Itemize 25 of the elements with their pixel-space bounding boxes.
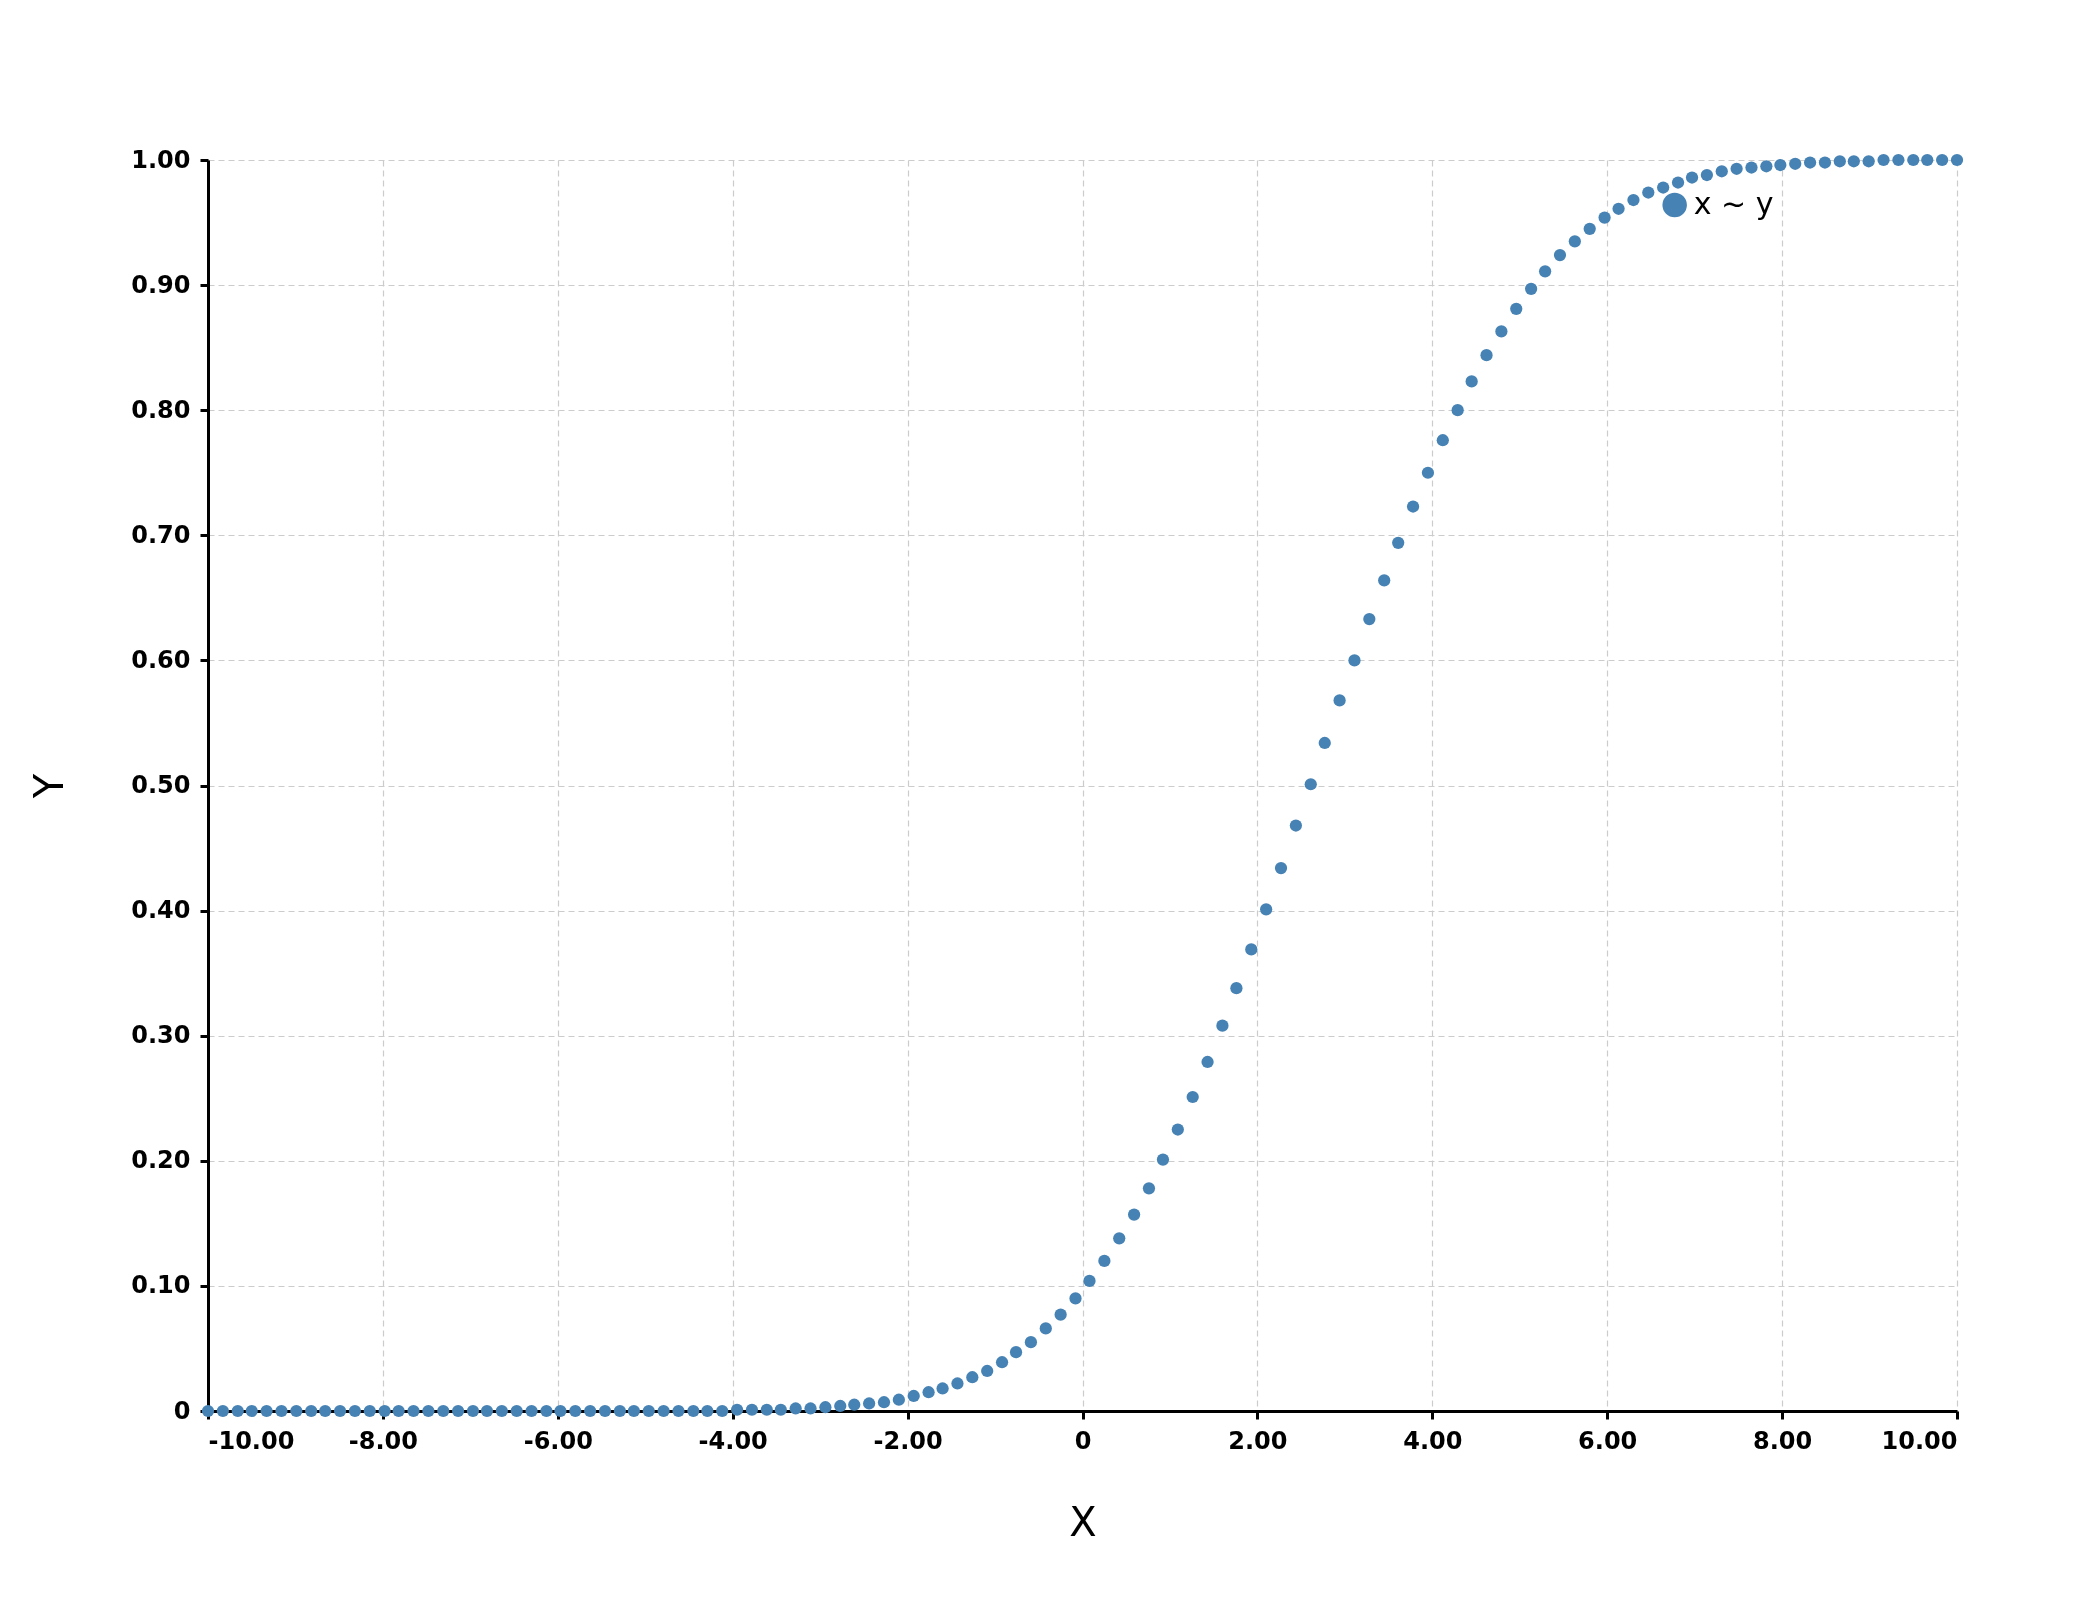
- y-tick-label: 0.10: [131, 1271, 191, 1300]
- x-tick-label: 4.00: [1403, 1426, 1463, 1455]
- y-tick-label: 0.50: [131, 771, 191, 799]
- y-tick-label: 0.80: [131, 395, 191, 424]
- x-tick-label: 8.00: [1752, 1426, 1813, 1455]
- x-axis-title: X: [1069, 1498, 1097, 1545]
- x-tick-label: 2.00: [1228, 1426, 1288, 1455]
- y-tick-label: 0.40: [131, 896, 191, 925]
- y-tick-label: 0.70: [131, 520, 191, 549]
- y-tick-label: 0.90: [131, 270, 191, 299]
- x-tick-label: -4.00: [698, 1426, 768, 1455]
- x-tick-label: -2.00: [873, 1426, 943, 1455]
- x-tick-label: 0: [1074, 1426, 1092, 1455]
- y-tick-label: 0.60: [131, 645, 191, 674]
- y-axis-title: Y: [26, 773, 73, 800]
- x-tick-label: -8.00: [348, 1426, 418, 1455]
- legend-label: x ~ y: [1693, 186, 1774, 221]
- y-tick-label: 0.20: [131, 1146, 191, 1175]
- x-tick-label: -6.00: [523, 1426, 593, 1455]
- x-tick-label: 6.00: [1578, 1426, 1638, 1455]
- x-tick-label: -10.00: [208, 1426, 295, 1455]
- x-tick-label: 10.00: [1881, 1426, 1958, 1455]
- y-tick-label: 0: [173, 1396, 191, 1425]
- y-tick-label: 0.30: [131, 1021, 191, 1050]
- y-tick-label: 1.00: [131, 145, 191, 174]
